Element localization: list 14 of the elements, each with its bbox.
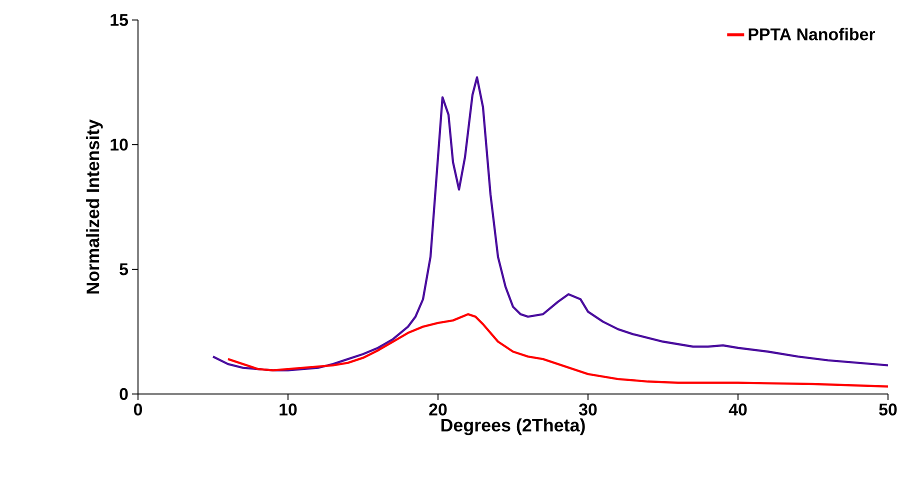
y-tick-label: 0 xyxy=(120,388,128,400)
x-tick-label: 10 xyxy=(280,404,297,416)
y-tick-label: 10 xyxy=(110,138,128,151)
x-tick-label: 50 xyxy=(879,404,897,416)
x-tick-label: 0 xyxy=(134,404,142,416)
y-tick-label: 5 xyxy=(120,263,128,276)
line-series xyxy=(226,313,888,388)
y-axis-title: Normalized Intensity xyxy=(86,119,103,294)
x-tick-label: 20 xyxy=(429,404,447,416)
x-tick-label: 40 xyxy=(728,404,747,416)
x-axis-title: Degrees (2Theta) xyxy=(441,418,585,436)
x-tick-label: 30 xyxy=(578,404,597,416)
legend-label: PPTA Nanofiber xyxy=(748,28,876,40)
y-tick-label: 15 xyxy=(110,14,128,26)
